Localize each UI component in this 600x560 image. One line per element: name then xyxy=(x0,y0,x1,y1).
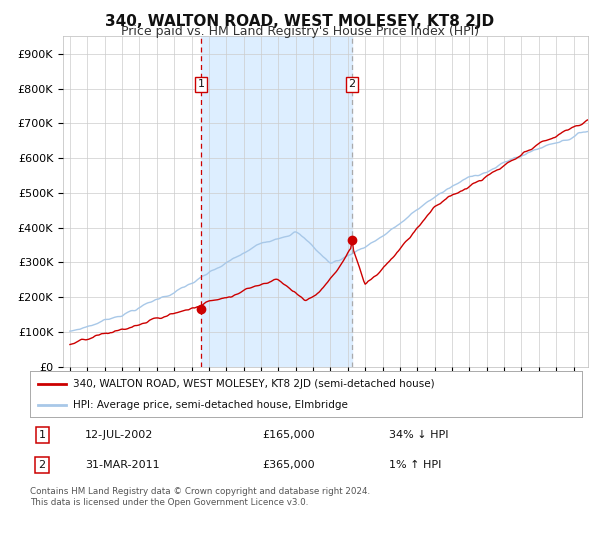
Bar xyxy=(201,36,352,367)
Text: £165,000: £165,000 xyxy=(262,430,314,440)
Text: 1: 1 xyxy=(197,80,205,89)
Text: 2: 2 xyxy=(38,460,46,470)
Text: £365,000: £365,000 xyxy=(262,460,314,470)
Text: 1% ↑ HPI: 1% ↑ HPI xyxy=(389,460,441,470)
Text: Price paid vs. HM Land Registry's House Price Index (HPI): Price paid vs. HM Land Registry's House … xyxy=(121,25,479,38)
Text: 2: 2 xyxy=(349,80,356,89)
Text: 340, WALTON ROAD, WEST MOLESEY, KT8 2JD: 340, WALTON ROAD, WEST MOLESEY, KT8 2JD xyxy=(106,14,494,29)
Text: 340, WALTON ROAD, WEST MOLESEY, KT8 2JD (semi-detached house): 340, WALTON ROAD, WEST MOLESEY, KT8 2JD … xyxy=(73,379,434,389)
Text: HPI: Average price, semi-detached house, Elmbridge: HPI: Average price, semi-detached house,… xyxy=(73,400,348,410)
Text: 31-MAR-2011: 31-MAR-2011 xyxy=(85,460,160,470)
Text: 34% ↓ HPI: 34% ↓ HPI xyxy=(389,430,448,440)
Text: 12-JUL-2002: 12-JUL-2002 xyxy=(85,430,154,440)
Text: Contains HM Land Registry data © Crown copyright and database right 2024.
This d: Contains HM Land Registry data © Crown c… xyxy=(30,487,370,507)
Text: 1: 1 xyxy=(38,430,46,440)
